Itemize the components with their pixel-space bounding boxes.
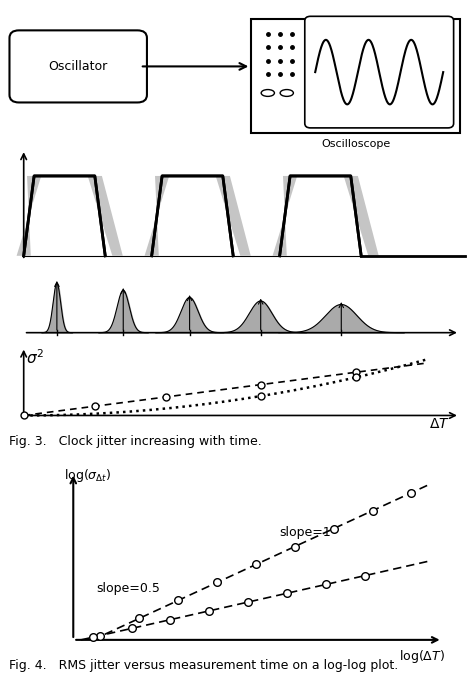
Ellipse shape [261,90,274,97]
Polygon shape [273,176,297,256]
FancyBboxPatch shape [305,17,454,128]
Text: Fig. 3.   Clock jitter increasing with time.: Fig. 3. Clock jitter increasing with tim… [9,435,262,448]
Polygon shape [216,176,251,256]
Text: $\sigma^2$: $\sigma^2$ [26,348,44,367]
Text: $\Delta T$: $\Delta T$ [429,417,450,431]
Text: Oscilloscope: Oscilloscope [321,139,390,149]
Ellipse shape [280,90,293,97]
Polygon shape [344,176,379,256]
Bar [251,19,460,132]
Polygon shape [145,176,169,256]
Text: slope=0.5: slope=0.5 [97,582,161,595]
Polygon shape [17,176,41,256]
Polygon shape [88,176,123,256]
Text: Oscillator: Oscillator [49,60,108,73]
Text: log($\sigma_{\Delta t}$): log($\sigma_{\Delta t}$) [64,467,111,484]
Text: Fig. 4.   RMS jitter versus measurement time on a log-log plot.: Fig. 4. RMS jitter versus measurement ti… [9,659,399,672]
FancyBboxPatch shape [9,30,147,102]
Text: slope=1: slope=1 [279,526,331,539]
Text: log($\Delta T$): log($\Delta T$) [399,648,445,664]
